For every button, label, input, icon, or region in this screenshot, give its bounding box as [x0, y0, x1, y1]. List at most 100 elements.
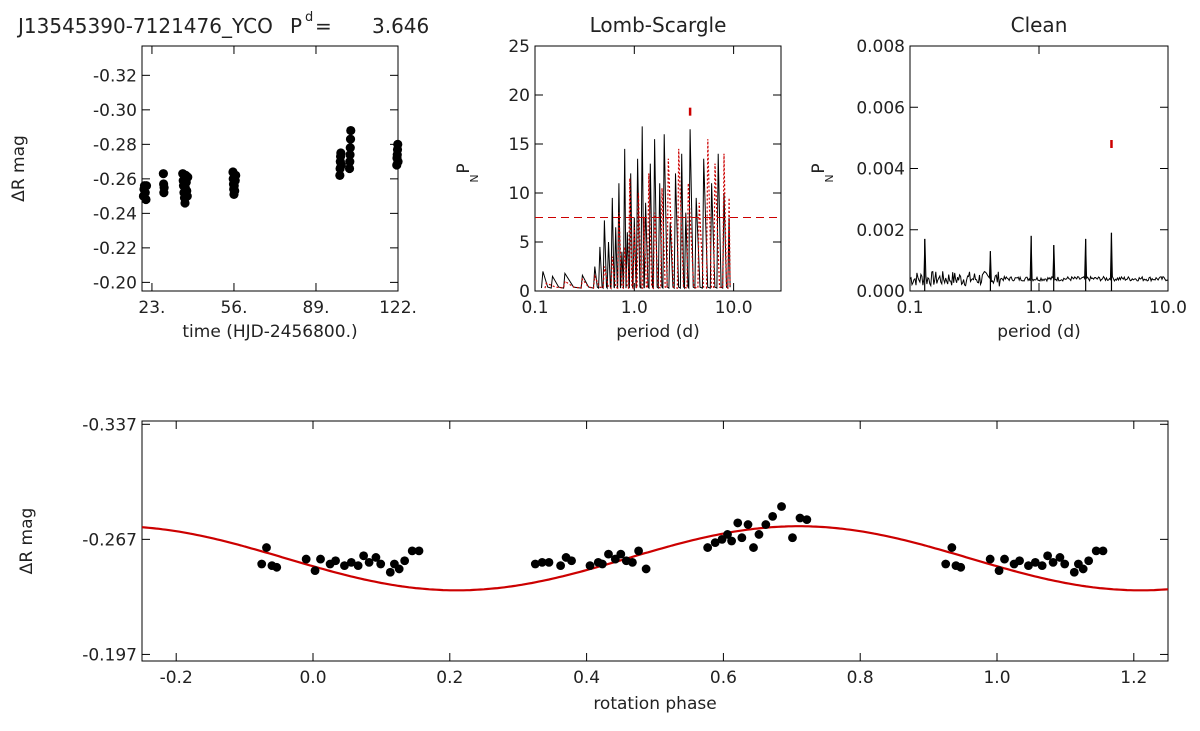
phased-point	[754, 530, 764, 539]
phased-xlabel: rotation phase	[593, 694, 716, 714]
phased-point	[777, 502, 786, 511]
lightcurve-point	[335, 170, 345, 181]
lightcurve-xtick-label: 56.	[220, 298, 247, 318]
lightcurve-frame	[141, 45, 399, 292]
lightcurve-ytick-label: -0.30	[93, 101, 137, 121]
phased-xtick-label: -0.2	[160, 668, 193, 688]
phased-ytick-label: -0.267	[82, 530, 137, 550]
phased-point	[346, 557, 356, 567]
phased-point	[788, 533, 797, 543]
lombscargle-panel: 0.1 1.0 10.0 0 5 10 15 20 25 period (d) Lomb-Scarg…	[454, 13, 782, 342]
phased-point	[301, 554, 311, 564]
clean-ytick-label: 0.000	[856, 282, 905, 302]
lightcurve-point	[336, 148, 346, 158]
period-superscript: d	[305, 10, 313, 25]
phased-point	[1098, 546, 1108, 556]
lightcurve-point	[231, 170, 241, 181]
star-id-title: J13545390-7121476_YCO	[16, 14, 273, 38]
lombscargle-ytick-label: 5	[519, 233, 530, 253]
phased-point	[749, 543, 758, 552]
lightcurve-ytick-label: -0.28	[93, 135, 137, 155]
phased-point	[1000, 554, 1009, 564]
lightcurve-point	[158, 169, 168, 179]
phased-point	[956, 562, 966, 572]
lombscargle-ylabel: P	[454, 163, 474, 173]
phased-point	[257, 559, 267, 569]
phased-xtick-label: 1.0	[983, 668, 1010, 688]
phased-frame	[141, 420, 1169, 662]
phased-point	[1055, 553, 1065, 562]
phased-point	[376, 559, 386, 569]
phased-point	[1084, 556, 1094, 566]
phased-point	[733, 518, 743, 528]
phased-point	[310, 566, 320, 575]
lightcurve-point	[141, 194, 151, 205]
clean-ytick-label: 0.002	[856, 221, 905, 241]
clean-panel: 0.1 1.0 10.0 0.000 0.002 0.004 0.006 0.008 perio…	[809, 13, 1187, 342]
clean-xtick-label: 0.1	[896, 298, 923, 318]
phased-point	[703, 543, 713, 552]
phased-point	[537, 557, 547, 567]
phased-xtick-label: 1.2	[1120, 668, 1147, 688]
phased-point	[530, 559, 540, 569]
lightcurve-ytick-label: -0.24	[93, 204, 137, 224]
phased-point	[371, 553, 381, 562]
phased-point	[616, 549, 626, 559]
phased-point	[743, 520, 753, 529]
lombscargle-xtick-label: 10.0	[715, 298, 753, 318]
lightcurve-point	[230, 186, 240, 196]
phased-point	[1024, 561, 1033, 571]
phased-point	[567, 556, 576, 566]
lightcurve-point	[346, 125, 356, 136]
clean-ylabel-sub: N	[823, 174, 836, 182]
phased-point	[947, 543, 957, 552]
lombscargle-ytick-label: 20	[508, 86, 530, 106]
phased-point	[628, 557, 637, 567]
lightcurve-point	[182, 191, 192, 201]
phased-xtick-label: 0.2	[436, 668, 463, 688]
phased-point	[941, 559, 951, 569]
phased-point	[1091, 546, 1101, 556]
phased-point	[1037, 561, 1047, 571]
phased-point	[544, 557, 554, 567]
lightcurve-xlabel: time (HJD-2456800.)	[182, 322, 357, 342]
lombscargle-ytick-label: 0	[519, 282, 530, 302]
phased-point	[723, 530, 732, 539]
phased-point	[262, 543, 271, 552]
phased-point	[385, 567, 395, 577]
phased-point	[1078, 564, 1088, 574]
clean-frame	[909, 45, 1169, 292]
phased-point	[556, 561, 566, 571]
phased-ylabel: ΔR mag	[17, 508, 37, 575]
phased-ytick-label: -0.337	[82, 415, 137, 435]
periodogram-line	[541, 126, 731, 290]
phased-point	[641, 564, 651, 574]
lightcurve-point	[393, 156, 403, 167]
lightcurve-panel: 23. 56. 89. 122. -0.32 -0.30 -0.28 -0.26 -0.24 -0…	[9, 45, 417, 342]
lombscargle-title: Lomb-Scargle	[590, 13, 727, 37]
lightcurve-point	[345, 150, 355, 160]
phased-point	[1030, 557, 1040, 567]
phased-point	[597, 559, 607, 569]
lombscargle-ylabel-sub: N	[468, 174, 481, 182]
clean-ytick-label: 0.008	[856, 37, 905, 57]
phased-point	[727, 536, 737, 546]
clean-xtick-label: 10.0	[1149, 298, 1187, 318]
lightcurve-xtick-label: 23.	[138, 298, 165, 318]
clean-ytick-label: 0.006	[856, 98, 905, 118]
phased-xtick-label: 0.6	[710, 668, 737, 688]
lightcurve-point	[336, 160, 346, 170]
clean-ylabel: P	[809, 163, 829, 173]
lombscargle-ytick-label: 10	[508, 184, 530, 204]
phased-point	[394, 564, 404, 574]
lombscargle-ytick-label: 15	[508, 135, 530, 155]
phased-point	[802, 515, 812, 525]
lombscargle-xlabel: period (d)	[616, 322, 700, 342]
phased-point	[710, 538, 720, 548]
lightcurve-point	[159, 182, 169, 193]
phased-point	[985, 554, 995, 564]
lightcurve-point	[140, 188, 150, 198]
lightcurve-ytick-label: -0.22	[93, 239, 137, 259]
phased-point	[364, 557, 374, 567]
